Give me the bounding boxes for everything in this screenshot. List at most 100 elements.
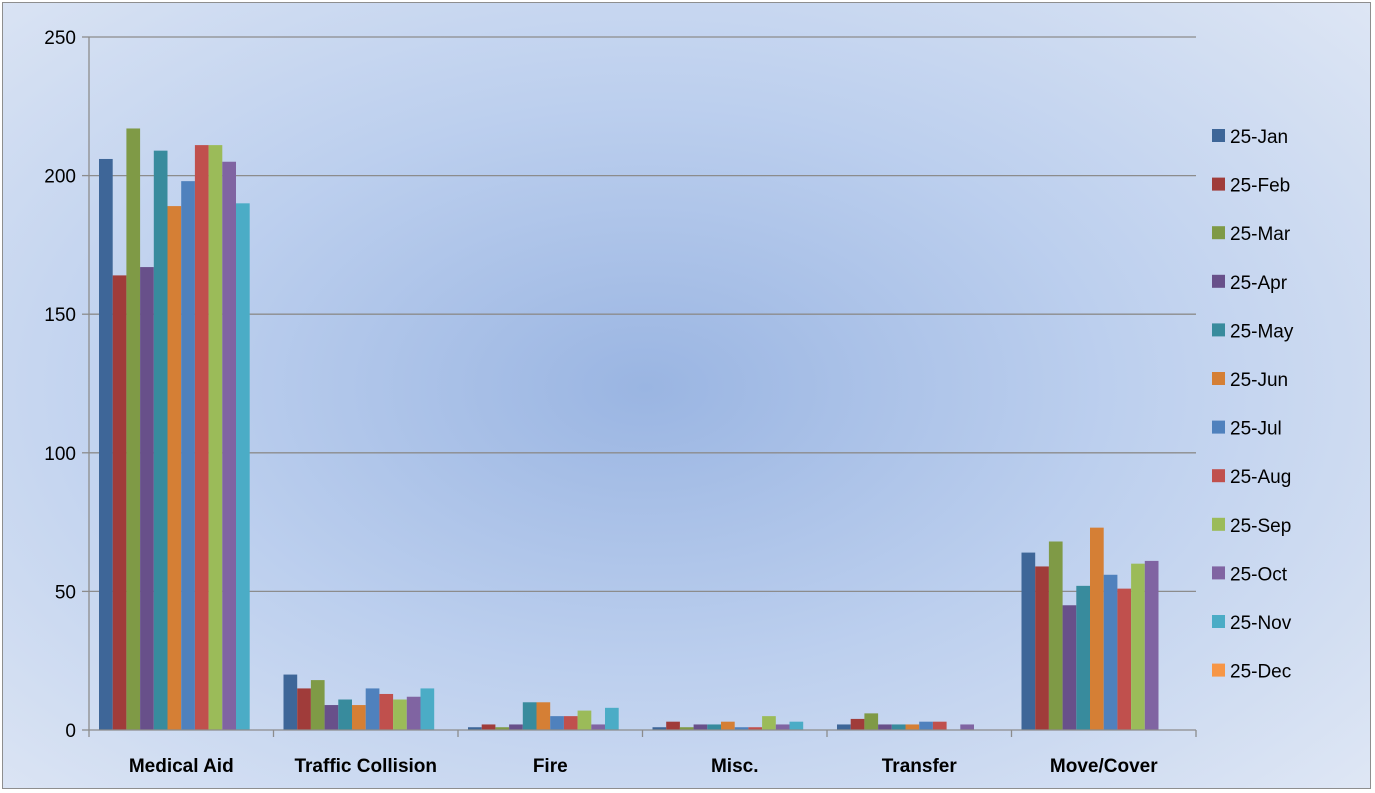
bar <box>365 688 380 730</box>
legend-label: 25-Nov <box>1230 613 1292 634</box>
bar <box>762 716 776 730</box>
bar <box>509 724 523 730</box>
bar <box>208 145 223 730</box>
y-tick-label: 0 <box>65 721 76 742</box>
bar <box>379 693 394 730</box>
legend-swatch <box>1212 469 1225 483</box>
y-tick-label: 200 <box>44 167 76 188</box>
bar <box>1131 563 1145 730</box>
category-label: Move/Cover <box>1050 756 1158 777</box>
bar <box>338 699 352 730</box>
legend-swatch <box>1212 129 1225 142</box>
bar <box>591 724 605 730</box>
category-label: Misc. <box>711 756 759 777</box>
bar <box>1144 560 1159 730</box>
bars <box>99 128 1159 731</box>
bar <box>563 716 578 730</box>
bar <box>1062 605 1077 730</box>
legend-swatch <box>1212 323 1225 337</box>
bar <box>310 680 325 730</box>
bar <box>919 721 933 730</box>
legend-label: 25-Aug <box>1230 467 1291 488</box>
bar <box>850 718 865 730</box>
bar <box>522 702 537 730</box>
bar <box>960 724 974 730</box>
bar <box>932 721 947 730</box>
y-tick-label: 150 <box>44 305 76 326</box>
legend-label: 25-May <box>1230 321 1294 342</box>
bar <box>153 150 168 731</box>
y-tick-labels: 0 50 100 150 200 250 <box>44 28 76 742</box>
bar <box>550 716 564 730</box>
bar <box>748 727 763 730</box>
bar <box>420 688 435 730</box>
legend-label: 25-Feb <box>1230 176 1290 197</box>
bar <box>905 724 920 730</box>
bar <box>1035 566 1049 730</box>
bar <box>1103 574 1118 730</box>
legend-swatch <box>1212 663 1225 677</box>
bar <box>734 727 749 730</box>
bar <box>324 705 339 730</box>
bar <box>352 705 366 730</box>
legend-label: 25-Jan <box>1230 127 1288 148</box>
bar <box>481 724 496 730</box>
bar <box>181 181 195 731</box>
bar <box>1090 527 1104 730</box>
legend-swatch <box>1212 420 1225 434</box>
bar <box>652 727 667 730</box>
legend-swatch <box>1212 517 1225 531</box>
legend-swatch <box>1212 372 1225 385</box>
legend-swatch <box>1212 566 1225 580</box>
bar <box>194 145 209 730</box>
category-label: Medical Aid <box>129 756 234 777</box>
bar <box>693 724 708 730</box>
bar <box>167 206 182 731</box>
bar <box>666 721 680 730</box>
bar <box>1076 585 1090 730</box>
category-labels: Medical Aid Traffic Collision Fire Misc. Tra… <box>129 756 1158 777</box>
legend-label: 25-Dec <box>1230 662 1291 683</box>
bar <box>837 724 851 730</box>
legend-label: 25-Oct <box>1230 564 1288 585</box>
legend-label: 25-Mar <box>1230 224 1291 245</box>
bar <box>707 724 721 730</box>
legend-label: 25-Jul <box>1230 419 1282 440</box>
legend-label: 25-Apr <box>1230 273 1288 294</box>
bar <box>1048 541 1063 730</box>
bar <box>721 721 735 730</box>
legend-swatch <box>1212 226 1225 240</box>
bar <box>283 674 298 730</box>
bar <box>1117 588 1132 730</box>
bar <box>126 128 141 730</box>
bar <box>222 161 236 731</box>
bar <box>236 203 250 730</box>
category-label: Transfer <box>882 756 958 777</box>
bar <box>468 727 482 730</box>
bar <box>297 688 311 730</box>
bar <box>878 724 892 730</box>
bar <box>864 713 879 730</box>
y-tick-label: 100 <box>44 444 76 465</box>
bar <box>495 727 510 730</box>
legend-label: 25-Sep <box>1230 516 1291 537</box>
bar <box>99 158 113 730</box>
bar <box>679 727 694 730</box>
legend-label: 25-Jun <box>1230 370 1288 391</box>
bar <box>605 707 619 730</box>
legend-swatch <box>1212 177 1225 191</box>
category-label: Traffic Collision <box>294 756 437 777</box>
category-label: Fire <box>533 756 568 777</box>
bar <box>1021 552 1036 730</box>
bar <box>775 724 790 730</box>
y-tick-label: 250 <box>44 28 76 49</box>
legend-swatch <box>1212 615 1225 628</box>
bar <box>406 696 421 730</box>
bar <box>891 724 906 730</box>
gridlines <box>89 36 1196 593</box>
bar <box>536 702 551 730</box>
axes <box>82 36 1197 737</box>
y-tick-label: 50 <box>55 582 76 603</box>
bar <box>140 267 154 730</box>
